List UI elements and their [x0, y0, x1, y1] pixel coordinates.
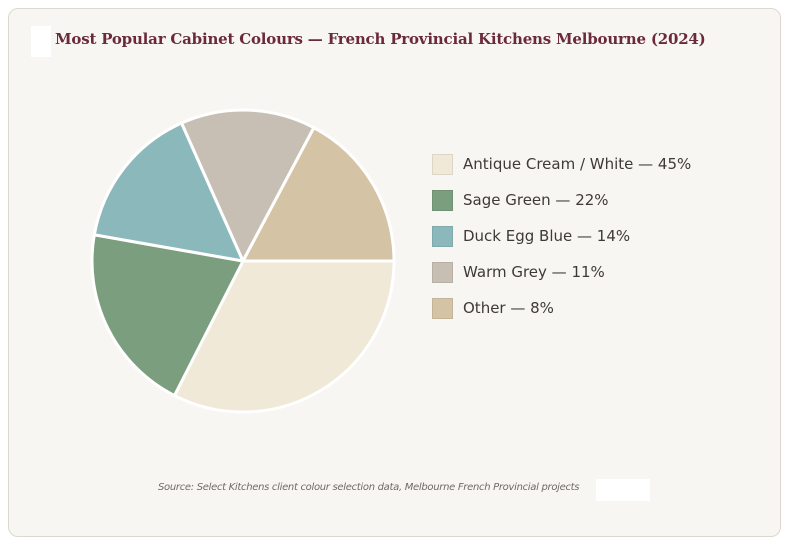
source-marker [596, 479, 650, 501]
legend-label: Sage Green — 22% [463, 191, 609, 209]
legend-label: Duck Egg Blue — 14% [463, 227, 631, 245]
slice-warm-grey[interactable] [180, 108, 316, 263]
chart-title: Most Popular Cabinet Colours — French Pr… [55, 30, 706, 48]
legend-swatch [432, 153, 453, 175]
slice-sage-green[interactable] [90, 233, 245, 398]
legend-swatch [432, 189, 453, 211]
title-marker [31, 26, 51, 57]
slice-other[interactable] [241, 126, 396, 263]
legend-item-other[interactable]: Other — 8% [432, 290, 691, 326]
legend-label: Antique Cream / White — 45% [463, 155, 692, 173]
legend-label: Warm Grey — 11% [463, 263, 605, 281]
legend-item-warm-grey[interactable]: Warm Grey — 11% [432, 254, 691, 290]
source-note: Source: Select Kitchens client colour se… [158, 482, 580, 493]
legend: Antique Cream / White — 45% Sage Green —… [432, 146, 691, 326]
legend-swatch [432, 297, 453, 319]
pie-slices [90, 108, 396, 414]
slice-antique-cream[interactable] [172, 259, 396, 414]
legend-item-antique-cream[interactable]: Antique Cream / White — 45% [432, 146, 691, 182]
legend-swatch [432, 261, 453, 283]
legend-item-sage-green[interactable]: Sage Green — 22% [432, 182, 691, 218]
legend-label: Other — 8% [463, 299, 554, 317]
legend-swatch [432, 225, 453, 247]
legend-item-duck-egg-blue[interactable]: Duck Egg Blue — 14% [432, 218, 691, 254]
slice-duck-egg-blue[interactable] [92, 121, 245, 263]
